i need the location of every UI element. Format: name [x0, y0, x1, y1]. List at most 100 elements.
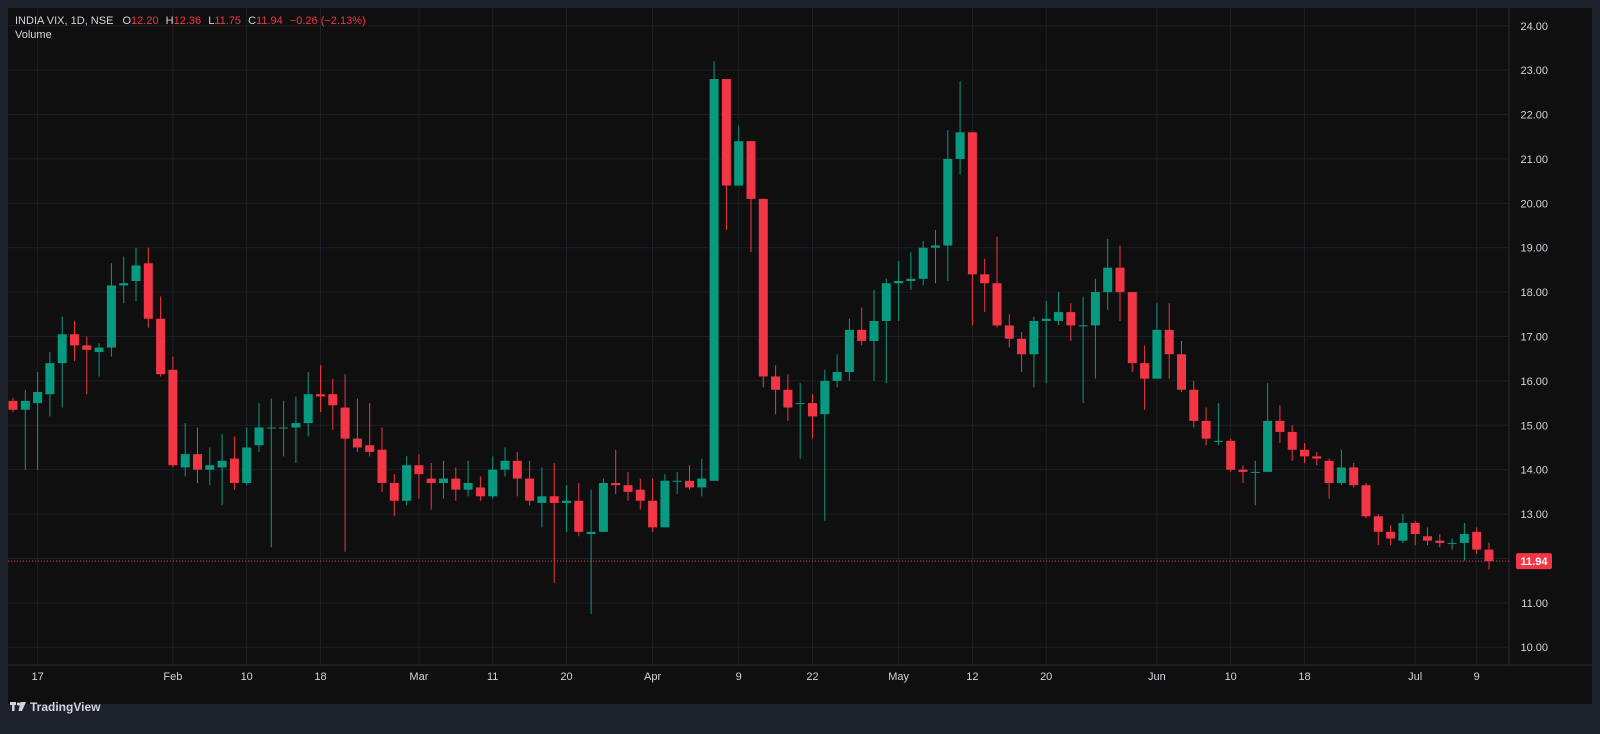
candle-body — [8, 400, 18, 410]
symbol-title[interactable]: INDIA VIX, 1D, NSE — [15, 15, 114, 27]
low-value: 11.75 — [214, 15, 242, 27]
candle-body — [1410, 522, 1420, 535]
candle-body — [1213, 440, 1223, 442]
candle — [1472, 527, 1482, 555]
candle-body — [771, 376, 781, 390]
candle — [1041, 300, 1051, 384]
candle-body — [389, 482, 399, 501]
candle-body — [685, 480, 694, 488]
high-value: 12.36 — [173, 15, 202, 27]
candle — [279, 400, 289, 457]
candle-body — [660, 480, 670, 528]
candle-body — [70, 334, 79, 346]
candle-body — [365, 445, 375, 452]
tradingview-logo[interactable]: TradingView — [10, 700, 100, 714]
candle-body — [1484, 549, 1494, 562]
tradingview-brand: TradingView — [30, 700, 101, 714]
y-tick-label: 17.00 — [1520, 332, 1548, 344]
candle — [672, 471, 682, 495]
candle-body — [1066, 312, 1076, 326]
candle-body — [808, 403, 817, 417]
candle — [365, 403, 375, 457]
candle — [45, 352, 55, 417]
y-tick-label: 18.00 — [1520, 287, 1548, 299]
candle — [906, 252, 916, 290]
candle-body — [279, 427, 289, 429]
candle-body — [217, 460, 227, 468]
candle-body — [242, 447, 252, 483]
candle — [1226, 438, 1236, 472]
candle-body — [1041, 318, 1051, 321]
candle — [1398, 514, 1408, 543]
candle — [1115, 245, 1125, 321]
candle-body — [525, 478, 535, 501]
candle-body — [844, 329, 854, 373]
candle — [1066, 303, 1076, 341]
open-label: O — [122, 15, 132, 27]
candle-body — [119, 283, 129, 286]
candle — [881, 278, 891, 384]
candle — [20, 389, 30, 470]
candlestick-chart[interactable]: 10.0011.0012.0013.0014.0015.0016.0017.00… — [0, 0, 1600, 704]
candle — [623, 471, 633, 501]
candle — [1275, 405, 1285, 444]
candle — [1386, 525, 1396, 546]
candle — [451, 467, 461, 501]
candle-body — [328, 394, 338, 406]
candle — [389, 474, 399, 517]
candle — [574, 482, 584, 537]
y-tick-label: 13.00 — [1520, 509, 1548, 521]
x-tick-label: 10 — [1225, 671, 1237, 683]
candle — [229, 436, 239, 490]
candle-body — [906, 278, 916, 282]
candle-body — [291, 423, 301, 428]
candle-body — [156, 318, 166, 375]
candle-body — [697, 478, 707, 488]
volume-indicator-label[interactable]: Volume — [15, 29, 52, 41]
chart-pane[interactable] — [8, 8, 1592, 704]
x-tick-label: 10 — [241, 671, 253, 683]
candle — [340, 374, 350, 552]
candle — [1349, 463, 1359, 488]
time-axis[interactable]: 17 Feb 10 18 Mar 11 20 Apr 9 22 May 12 20 Jun 10 18 Jul 9 — [31, 671, 1479, 683]
candle — [783, 374, 793, 421]
candle — [1152, 303, 1162, 379]
candle — [106, 263, 116, 357]
candle — [1017, 332, 1027, 373]
y-tick-label: 14.00 — [1520, 465, 1548, 477]
candle — [758, 198, 768, 388]
candle-body — [180, 454, 190, 468]
candle — [439, 460, 448, 499]
symbol-legend[interactable]: INDIA VIX, 1D, NSE O12.20 H12.36 L11.75 … — [15, 14, 366, 29]
x-tick-label: 18 — [1298, 671, 1310, 683]
candle — [931, 229, 940, 284]
candle — [1459, 522, 1469, 561]
candle — [33, 372, 43, 470]
candle — [537, 467, 547, 528]
candle-body — [451, 478, 461, 490]
candle-body — [1189, 389, 1199, 421]
candle-body — [1177, 354, 1186, 390]
candle — [586, 489, 596, 614]
candle-body — [1447, 542, 1457, 544]
candle — [1189, 380, 1199, 428]
y-tick-label: 15.00 — [1520, 420, 1548, 432]
candle-body — [1472, 531, 1482, 550]
candle — [1103, 238, 1113, 310]
x-tick-label: Jul — [1408, 671, 1422, 683]
x-tick-label: 9 — [1474, 671, 1480, 683]
x-tick-label: 11 — [487, 671, 498, 683]
price-axis[interactable]: 10.0011.0012.0013.0014.0015.0016.0017.00… — [1520, 21, 1548, 654]
x-tick-label: 17 — [31, 671, 43, 683]
candle — [771, 365, 781, 415]
candle — [918, 241, 928, 286]
candle — [82, 336, 92, 395]
candle — [746, 141, 756, 253]
candle-body — [1423, 536, 1432, 541]
candle-body — [709, 79, 719, 481]
candle-body — [1140, 363, 1150, 379]
candle — [549, 463, 559, 583]
candle — [869, 289, 879, 381]
candle-body — [475, 487, 485, 497]
candle — [1410, 520, 1420, 546]
